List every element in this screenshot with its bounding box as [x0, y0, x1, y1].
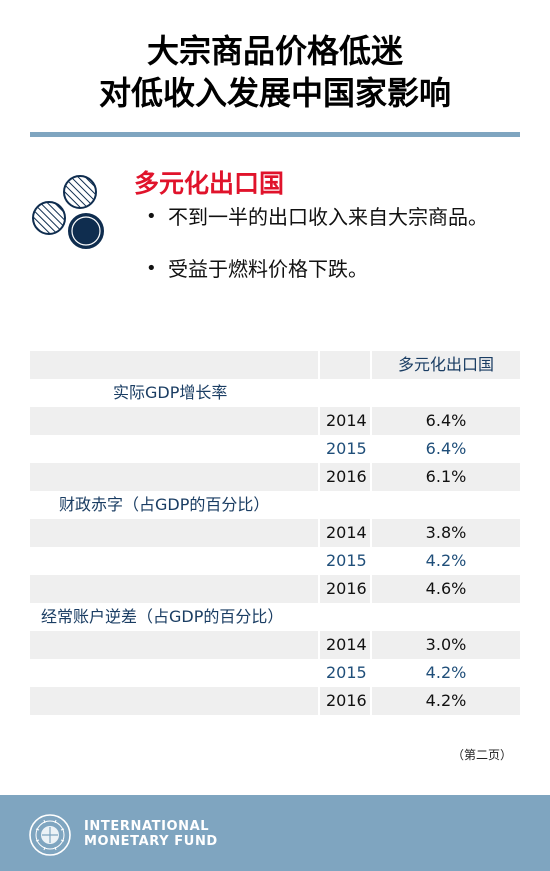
table-row: 2014 6.4%	[30, 407, 520, 435]
imf-logo-text: INTERNATIONAL MONETARY FUND	[84, 819, 218, 849]
bullet-list: 不到一半的出口收入来自大宗商品。 受益于燃料价格下跌。	[146, 204, 526, 308]
bullet-item: 不到一半的出口收入来自大宗商品。	[146, 204, 526, 230]
table-row: 2016 4.6%	[30, 575, 520, 603]
title-divider	[30, 132, 520, 137]
value-cell: 4.6%	[372, 575, 520, 603]
category-row: 实际GDP增长率	[30, 379, 520, 407]
year-cell: 2014	[320, 407, 370, 435]
column-header: 多元化出口国	[372, 351, 520, 379]
logo-line-2: MONETARY FUND	[84, 834, 218, 849]
year-cell: 2015	[326, 551, 367, 570]
page-title: 大宗商品价格低迷 对低收入发展中国家影响	[0, 30, 550, 114]
value-cell: 6.4%	[372, 407, 520, 435]
data-table: 多元化出口国 实际GDP增长率 2014 6.4% 2015 6.4% 2016…	[30, 351, 520, 715]
category-row: 经常账户逆差（占GDP的百分比）	[30, 603, 520, 631]
table-row: 2014 3.0%	[30, 631, 520, 659]
value-cell: 6.4%	[425, 439, 467, 458]
value-cell: 6.1%	[372, 463, 520, 491]
table-row: 2015 4.2%	[30, 547, 520, 575]
footer-bar: INTERNATIONAL MONETARY FUND	[0, 795, 550, 871]
title-line-2: 对低收入发展中国家影响	[98, 74, 451, 112]
value-cell: 4.2%	[425, 663, 467, 682]
category-label: 财政赤字（占GDP的百分比）	[59, 495, 270, 514]
category-row: 财政赤字（占GDP的百分比）	[30, 491, 520, 519]
title-line-1: 大宗商品价格低迷	[146, 32, 403, 70]
year-cell: 2016	[320, 687, 370, 715]
year-cell: 2016	[320, 463, 370, 491]
value-cell: 3.0%	[372, 631, 520, 659]
bullet-item: 受益于燃料价格下跌。	[146, 256, 526, 282]
page-number-note: （第二页）	[451, 748, 512, 762]
table-row: 2016 4.2%	[30, 687, 520, 715]
year-cell: 2016	[320, 575, 370, 603]
section-heading: 多元化出口国	[134, 169, 285, 198]
year-cell: 2015	[326, 439, 367, 458]
value-cell: 4.2%	[425, 551, 467, 570]
table-row: 2014 3.8%	[30, 519, 520, 547]
year-cell: 2015	[326, 663, 367, 682]
value-cell: 4.2%	[372, 687, 520, 715]
category-label: 实际GDP增长率	[113, 383, 228, 402]
imf-seal-icon	[29, 814, 71, 856]
table-header-row: 多元化出口国	[30, 351, 520, 379]
year-cell: 2014	[320, 519, 370, 547]
coins-icon	[32, 175, 104, 249]
category-label: 经常账户逆差（占GDP的百分比）	[41, 607, 284, 626]
table-row: 2015 4.2%	[30, 659, 520, 687]
logo-line-1: INTERNATIONAL	[84, 819, 210, 834]
table-row: 2016 6.1%	[30, 463, 520, 491]
value-cell: 3.8%	[372, 519, 520, 547]
year-cell: 2014	[320, 631, 370, 659]
table-row: 2015 6.4%	[30, 435, 520, 463]
